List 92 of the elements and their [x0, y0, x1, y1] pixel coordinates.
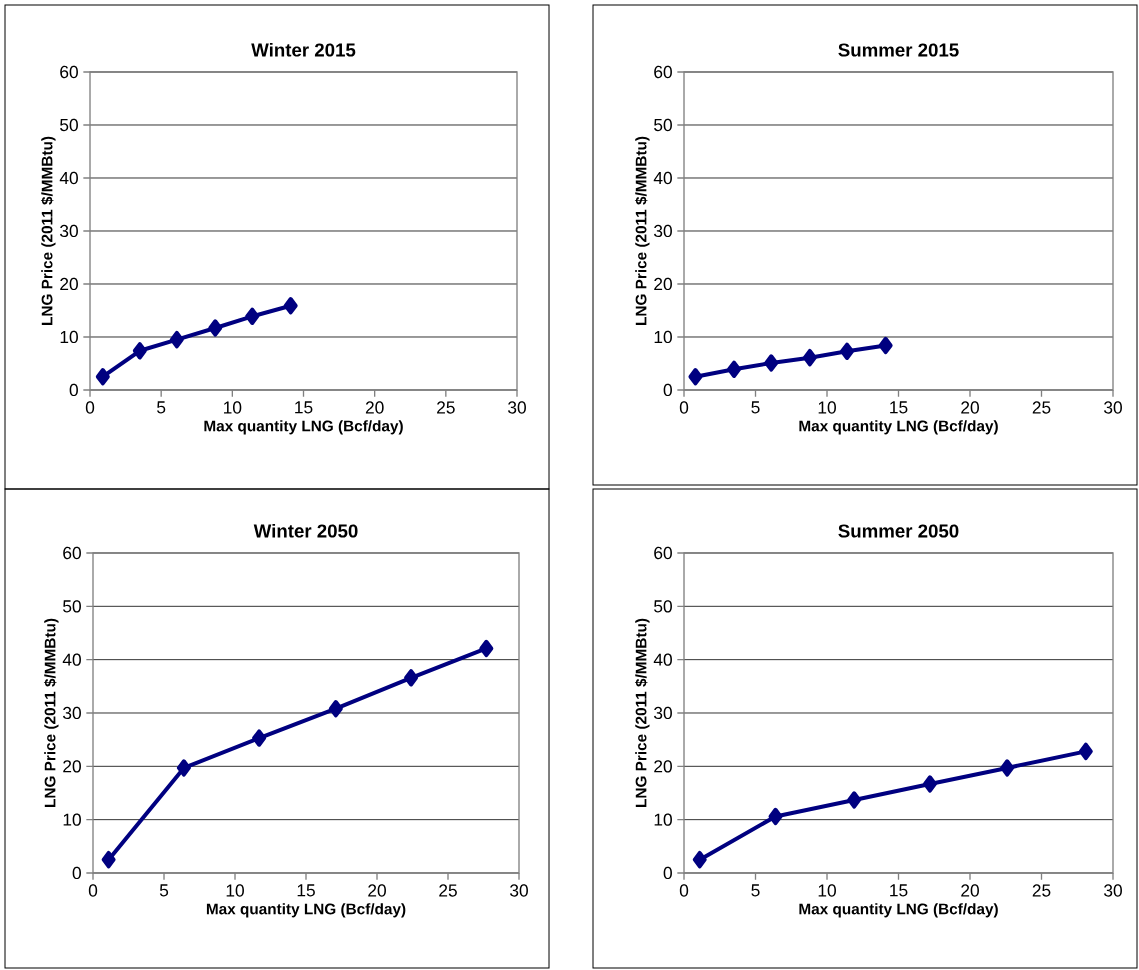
y-tick-label: 40 — [653, 171, 672, 185]
y-axis-title: LNG Price (2011 $/MMBtu) — [634, 618, 650, 807]
x-tick-label: 30 — [1104, 884, 1122, 897]
y-tick-label: 30 — [60, 224, 78, 238]
y-tick-label: 30 — [654, 224, 672, 238]
x-axis-title: Max quantity LNG (Bcf/day) — [799, 903, 998, 918]
x-tick-label: 15 — [295, 401, 313, 414]
y-tick-label: 50 — [654, 600, 672, 613]
point — [840, 342, 855, 360]
x-tick-label: 10 — [224, 401, 242, 414]
y-tick-label: 40 — [653, 653, 672, 666]
x-tick-label: 30 — [508, 401, 526, 414]
y-tick-label: 60 — [654, 65, 672, 79]
point — [208, 319, 223, 337]
y-tick-label: 40 — [59, 171, 78, 185]
point — [176, 759, 191, 777]
point — [252, 729, 267, 747]
y-tick-label: 50 — [63, 600, 81, 613]
x-tick-label: 25 — [437, 401, 455, 414]
point — [132, 342, 147, 360]
y-tick-label: 20 — [654, 277, 672, 291]
point — [1000, 759, 1015, 777]
x-tick-label: 30 — [1104, 401, 1122, 414]
y-tick-label: 50 — [60, 118, 78, 132]
chart-title: Summer 2015 — [838, 43, 959, 57]
x-tick-label: 0 — [85, 401, 95, 414]
point — [1078, 742, 1093, 761]
x-axis-title: Max quantity LNG (Bcf/day) — [204, 420, 403, 435]
y-tick-label: 60 — [654, 546, 672, 560]
y-tick-label: 60 — [63, 546, 81, 560]
point — [768, 807, 783, 826]
point — [95, 368, 110, 386]
point — [283, 297, 298, 315]
x-tick-label: 10 — [818, 401, 836, 414]
x-tick-label: 30 — [510, 884, 528, 897]
x-tick-label: 10 — [226, 884, 244, 897]
point — [878, 336, 893, 355]
point — [169, 330, 184, 349]
y-tick-label: 20 — [60, 277, 78, 291]
x-tick-label: 20 — [368, 884, 386, 897]
x-tick-label: 20 — [365, 401, 384, 414]
y-axis-title: LNG Price (2011 $/MMBtu) — [43, 618, 59, 807]
y-tick-label: 10 — [654, 813, 672, 826]
y-tick-label: 20 — [654, 760, 672, 773]
point — [922, 775, 937, 793]
point — [802, 348, 817, 367]
chart-title: Winter 2015 — [251, 42, 356, 57]
y-tick-label: 0 — [69, 383, 78, 397]
y-tick-label: 40 — [62, 653, 81, 666]
chart-title: Summer 2050 — [838, 524, 959, 538]
point — [328, 700, 343, 718]
x-tick-label: 10 — [818, 884, 836, 897]
y-tick-label: 60 — [60, 65, 78, 79]
x-tick-label: 15 — [297, 884, 315, 897]
y-tick-label: 0 — [663, 866, 672, 880]
x-tick-label: 0 — [679, 884, 689, 897]
chart-title: Winter 2050 — [253, 523, 358, 538]
point — [688, 368, 703, 386]
point — [404, 669, 419, 687]
x-tick-label: 15 — [890, 401, 908, 414]
point — [692, 850, 707, 869]
x-tick-label: 5 — [751, 401, 760, 414]
y-tick-label: 50 — [654, 118, 672, 132]
point — [479, 639, 494, 658]
y-axis-title: LNG Price (2011 $/MMBtu) — [40, 136, 56, 325]
x-tick-label: 25 — [1032, 401, 1051, 414]
y-tick-label: 20 — [63, 760, 81, 773]
x-tick-label: 5 — [751, 884, 760, 897]
point — [764, 354, 779, 372]
y-axis-title: LNG Price (2011 $/MMBtu) — [634, 136, 650, 325]
x-axis-title: Max quantity LNG (Bcf/day) — [206, 903, 406, 918]
y-tick-label: 10 — [654, 330, 672, 344]
x-tick-label: 20 — [961, 401, 979, 414]
y-tick-label: 30 — [63, 706, 81, 720]
x-tick-label: 0 — [88, 884, 98, 897]
x-tick-label: 25 — [439, 884, 457, 897]
x-tick-label: 25 — [1032, 884, 1051, 897]
x-tick-label: 15 — [890, 884, 908, 897]
y-tick-label: 10 — [63, 813, 81, 826]
y-tick-label: 0 — [663, 383, 672, 397]
point — [245, 307, 260, 325]
point — [727, 360, 742, 378]
y-tick-label: 30 — [654, 706, 672, 720]
y-tick-label: 10 — [60, 330, 78, 344]
x-tick-label: 5 — [157, 401, 166, 414]
y-tick-label: 0 — [72, 866, 81, 880]
x-axis-title: Max quantity LNG (Bcf/day) — [799, 420, 998, 435]
x-tick-label: 0 — [679, 401, 689, 414]
x-tick-label: 20 — [961, 884, 979, 897]
point — [101, 850, 116, 869]
x-tick-label: 5 — [159, 884, 169, 897]
point — [847, 791, 862, 809]
